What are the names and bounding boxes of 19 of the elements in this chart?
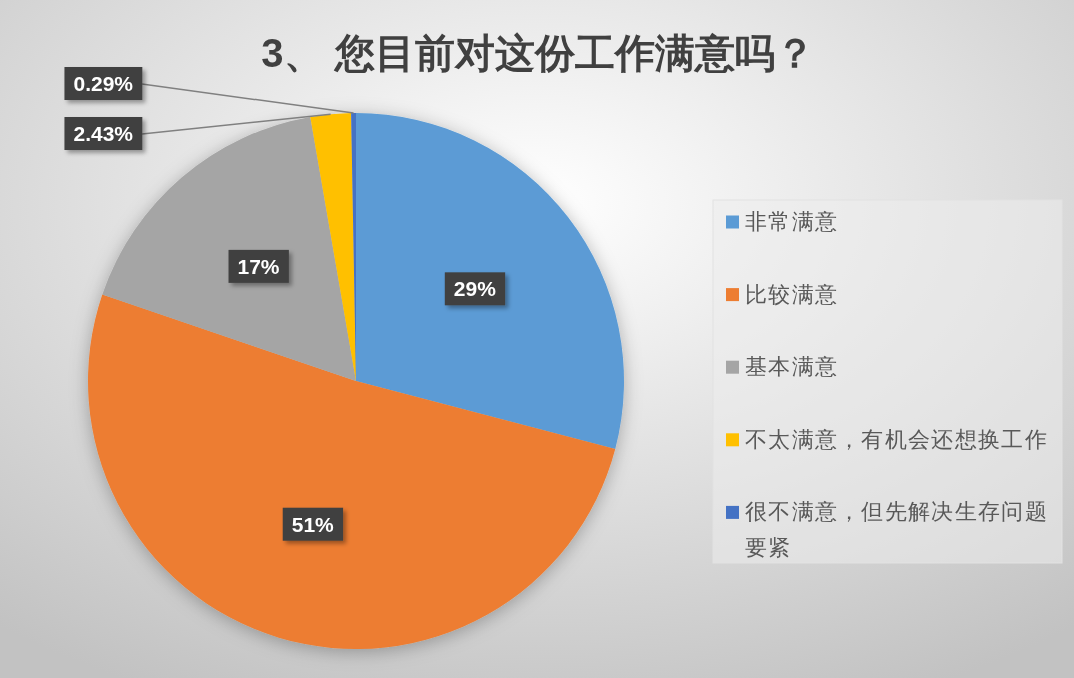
title: 3、 您目前对这份工作满意吗？ [261, 31, 815, 75]
data-label: 17% [228, 249, 289, 283]
legend-label: 比较满意 [745, 281, 839, 307]
data-label: 17% [237, 254, 280, 278]
data-label: 29% [453, 277, 497, 301]
legend-item: 非常满意 [726, 209, 839, 234]
legend-item: 很不满意，但先解决生存问题要紧 [726, 499, 1048, 561]
legend-item: 不太满意，有机会还想换工作 [726, 426, 1048, 452]
data-label: 2.43% [64, 117, 143, 150]
legend-item: 比较满意 [726, 281, 839, 307]
data-label: 0.29% [64, 67, 143, 100]
data-label: 0.29% [73, 72, 134, 95]
legend-label: 非常满意 [745, 209, 839, 234]
legend-label: 基本满意 [745, 354, 839, 380]
data-label: 29% [444, 272, 506, 306]
legend-item: 基本满意 [726, 354, 839, 380]
data-label: 51% [291, 512, 335, 536]
data-label: 51% [282, 507, 344, 541]
data-label: 2.43% [73, 122, 134, 145]
